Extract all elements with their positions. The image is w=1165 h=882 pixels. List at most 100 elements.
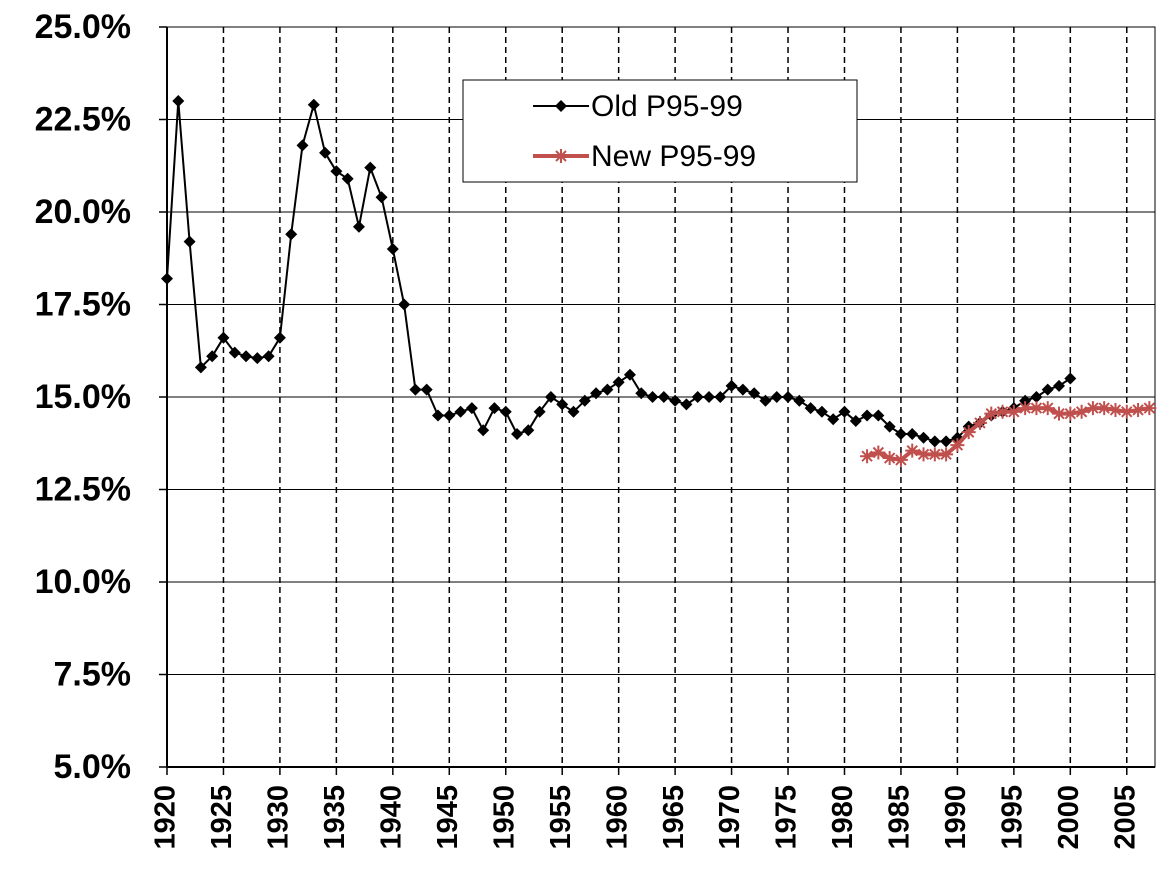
- y-tick-label: 5.0%: [54, 748, 132, 786]
- data-point: [917, 431, 930, 444]
- x-tick-label: 1955: [545, 785, 577, 850]
- data-point: [567, 405, 580, 418]
- data-point: [240, 350, 253, 363]
- data-point: [330, 165, 343, 178]
- x-tick-label: 1920: [150, 785, 182, 850]
- data-point: [1018, 401, 1033, 416]
- data-point: [804, 402, 817, 415]
- data-point: [950, 438, 965, 453]
- data-point: [927, 447, 942, 462]
- data-point: [1063, 406, 1078, 421]
- data-point: [499, 405, 512, 418]
- data-point: [770, 391, 783, 403]
- data-point: [601, 383, 614, 396]
- data-point: [364, 161, 377, 174]
- legend-marker: [555, 100, 567, 112]
- y-tick-label: 15.0%: [35, 378, 131, 416]
- data-point: [861, 409, 874, 422]
- y-tick-label: 12.5%: [35, 470, 131, 508]
- data-point: [872, 409, 885, 422]
- data-point: [893, 452, 908, 467]
- data-point: [1040, 401, 1055, 416]
- data-point: [194, 361, 207, 374]
- x-tick-label: 1940: [375, 785, 407, 850]
- data-point: [1053, 379, 1066, 392]
- data-point: [1131, 402, 1146, 417]
- data-point: [161, 272, 173, 285]
- data-point: [398, 298, 411, 311]
- data-point: [928, 435, 941, 448]
- x-tick-label: 1970: [714, 785, 746, 850]
- data-point: [894, 428, 907, 440]
- data-point: [183, 235, 196, 248]
- data-point: [748, 387, 761, 400]
- data-point: [488, 402, 501, 415]
- data-point: [680, 398, 693, 411]
- data-point: [940, 435, 953, 448]
- data-point: [635, 387, 648, 400]
- data-point: [1097, 401, 1112, 416]
- x-tick-label: 1950: [488, 785, 520, 850]
- data-point: [882, 451, 897, 466]
- data-point: [1074, 404, 1089, 419]
- data-point: [871, 445, 886, 460]
- x-tick-label: 1990: [940, 785, 972, 850]
- data-point: [319, 146, 332, 159]
- data-point: [511, 428, 524, 440]
- legend-box: [462, 79, 858, 183]
- y-tick-label: 17.5%: [35, 285, 131, 323]
- data-point: [420, 383, 433, 396]
- data-point: [669, 394, 682, 407]
- x-tick-label: 1925: [206, 785, 238, 850]
- data-point: [782, 391, 795, 403]
- data-point: [1085, 401, 1100, 416]
- x-tick-label: 1985: [884, 785, 916, 850]
- data-point: [702, 391, 715, 403]
- data-point: [1029, 401, 1044, 416]
- y-tick-label: 25.0%: [35, 8, 131, 46]
- data-point: [623, 368, 636, 381]
- data-point: [578, 394, 591, 407]
- data-point: [477, 424, 490, 437]
- data-point: [1119, 404, 1134, 419]
- y-tick-label: 10.0%: [35, 563, 131, 601]
- data-point: [838, 405, 851, 418]
- x-tick-label: 1935: [319, 785, 351, 850]
- data-point: [386, 243, 399, 255]
- data-point: [556, 398, 569, 411]
- data-point: [251, 352, 264, 365]
- data-point: [995, 404, 1010, 419]
- data-point: [939, 447, 954, 462]
- data-point: [285, 228, 298, 241]
- data-point: [849, 415, 862, 428]
- data-point: [1142, 401, 1157, 416]
- y-tick-label: 20.0%: [35, 193, 131, 231]
- data-point: [961, 425, 976, 440]
- data-point: [375, 191, 388, 204]
- x-tick-label: 1945: [432, 785, 464, 850]
- legend-label: Old P95-99: [591, 90, 743, 123]
- data-point: [725, 379, 738, 392]
- data-point: [206, 350, 219, 363]
- legend: Old P95-99 New P95-99: [462, 79, 858, 183]
- x-tick-label: 1960: [601, 785, 633, 850]
- data-point: [1052, 406, 1067, 421]
- data-point: [657, 391, 670, 403]
- data-point: [691, 391, 704, 403]
- y-tick-label: 22.5%: [35, 100, 131, 138]
- data-point: [972, 415, 987, 430]
- data-point: [409, 383, 422, 396]
- data-point: [736, 383, 749, 396]
- x-tick-label: 2005: [1109, 785, 1141, 850]
- data-point: [465, 402, 478, 415]
- data-point: [217, 331, 230, 344]
- data-point: [273, 331, 286, 344]
- data-point: [1064, 372, 1077, 385]
- data-point: [296, 139, 309, 152]
- data-point: [590, 387, 603, 400]
- x-tick-label: 1980: [827, 785, 859, 850]
- x-tick-label: 1975: [771, 785, 803, 850]
- data-point: [341, 172, 354, 185]
